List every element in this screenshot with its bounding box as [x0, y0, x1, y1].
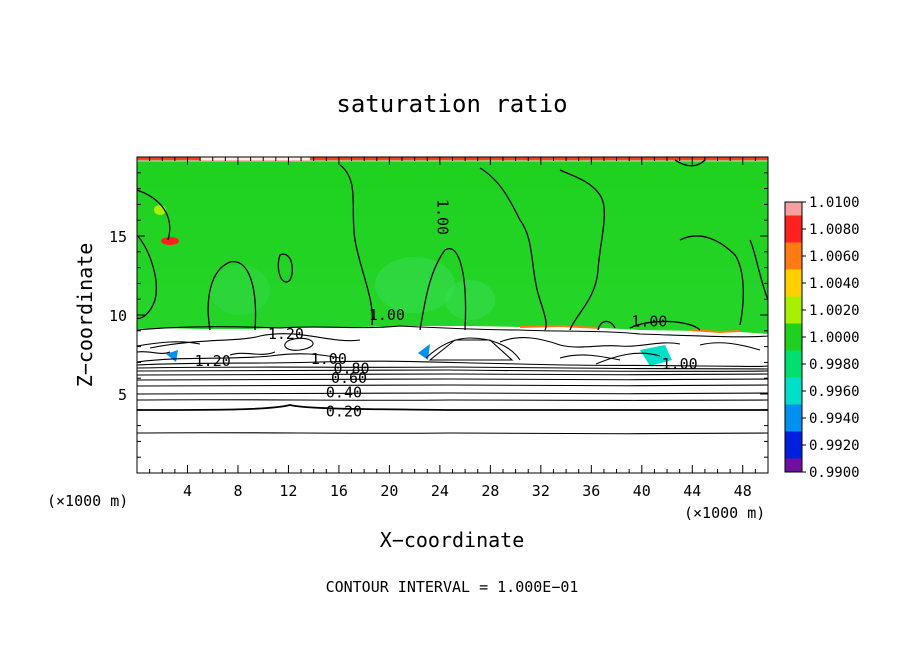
x-axis: 4 8 12 16 20 24 28 32 36 40 44 48	[149, 157, 756, 500]
colorbar-segment	[785, 215, 802, 230]
colorbar-segment	[785, 377, 802, 392]
contour-label: 1.00	[433, 199, 451, 235]
colorbar-segment	[785, 350, 802, 365]
saturation-field-green	[137, 157, 768, 334]
contour-lines-lower	[137, 325, 768, 435]
plot-area: 1.001.00 1.001.201.20 1.00 1.000.800.600.40…	[137, 157, 768, 473]
colorbar-label: 0.9920	[809, 438, 860, 454]
colorbar-segment	[785, 404, 802, 419]
y-tick-label: 15	[109, 228, 127, 246]
colorbar-segment	[785, 323, 802, 338]
contour-interval-footer: CONTOUR INTERVAL = 1.000E−01	[326, 578, 579, 596]
y-axis: 5 10 15	[109, 172, 768, 458]
colorbar-segment	[785, 242, 802, 257]
contour-label: 0.80	[333, 360, 369, 378]
x-tick-label: 12	[279, 482, 297, 500]
colorbar-label: 0.9960	[809, 384, 860, 400]
contour-labels: 1.001.00 1.001.201.20 1.00 1.000.800.600.40…	[195, 199, 698, 420]
colorbar-label: 1.0080	[809, 222, 860, 238]
colorbar-label: 1.0020	[809, 303, 860, 319]
y-axis-label: Z−coordinate	[73, 243, 97, 388]
cloud-edge-orange	[519, 324, 741, 334]
colorbar-segment	[785, 269, 802, 284]
colorbar-segment	[785, 202, 802, 216]
contour-label: 1.00	[631, 312, 667, 330]
x-tick-label: 24	[431, 482, 449, 500]
colorbar-segment	[785, 256, 802, 270]
field-shade	[375, 257, 455, 313]
x-tick-label: 44	[683, 482, 701, 500]
blue-patch	[418, 344, 430, 360]
colorbar-segment	[785, 418, 802, 432]
x-tick-label: 32	[532, 482, 550, 500]
contour-label: 1.00	[369, 306, 405, 324]
field-shade	[445, 280, 495, 320]
x-unit-right-label: (×1000 m)	[684, 504, 765, 522]
colorbar-segment	[785, 364, 802, 378]
colorbar-label: 1.0060	[809, 249, 860, 265]
x-tick-label: 28	[481, 482, 499, 500]
colorbar-label: 0.9900	[809, 465, 860, 481]
contour-label: 0.20	[326, 402, 362, 420]
x-tick-label: 40	[633, 482, 651, 500]
colorbar: 1.0100 1.0080 1.0060 1.0040 1.0020 1.0000 0.99…	[784, 195, 860, 481]
colorbar-segment	[785, 310, 802, 324]
colorbar-segment	[785, 458, 802, 473]
y-tick-label: 5	[118, 386, 127, 404]
y-tick-label: 10	[109, 307, 127, 325]
red-spot	[161, 237, 179, 245]
x-tick-label: 16	[330, 482, 348, 500]
x-axis-label: X−coordinate	[380, 528, 525, 552]
colorbar-label: 1.0000	[809, 330, 860, 346]
contour-label: 1.00	[662, 355, 698, 373]
x-tick-label: 48	[734, 482, 752, 500]
colorbar-segment	[785, 296, 802, 311]
colorbar-segment	[785, 337, 802, 351]
contour-label: 1.00	[311, 350, 347, 368]
colorbar-segment	[785, 391, 802, 405]
colorbar-label: 1.0040	[809, 276, 860, 292]
colorbar-label: 0.9940	[809, 411, 860, 427]
contour-label: 1.20	[268, 325, 304, 343]
contour-label: 1.20	[195, 352, 231, 370]
x-tick-label: 36	[582, 482, 600, 500]
colorbar-label: 0.9980	[809, 357, 860, 373]
top-strip-white	[200, 157, 310, 161]
chart-title: saturation ratio	[336, 90, 567, 118]
colorbar-segment	[785, 431, 802, 446]
field-shade	[210, 265, 270, 315]
colorbar-segment	[785, 445, 802, 459]
contour-lines-upper	[137, 159, 768, 331]
colorbar-label: 1.0100	[809, 195, 860, 211]
contour-label: 0.60	[331, 369, 367, 387]
colorbar-segment	[785, 283, 802, 297]
x-tick-label: 8	[233, 482, 242, 500]
x-tick-label: 20	[380, 482, 398, 500]
x-tick-label: 4	[183, 482, 192, 500]
contour-label: 0.40	[326, 383, 362, 401]
colorbar-segment	[785, 229, 802, 243]
x-unit-left-label: (×1000 m)	[47, 492, 128, 510]
